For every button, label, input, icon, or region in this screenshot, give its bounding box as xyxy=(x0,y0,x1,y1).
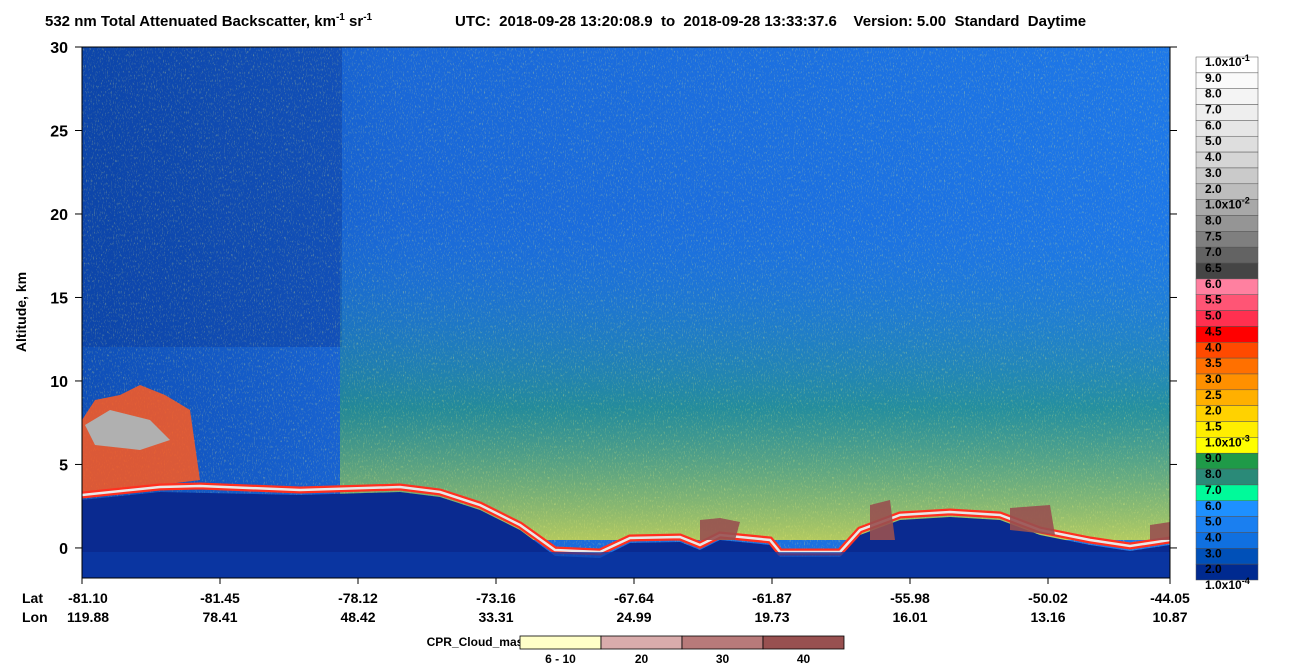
cpr-legend-label: 6 - 10 xyxy=(545,652,576,666)
title-exp: -1 xyxy=(363,12,372,23)
cpr-legend-title: CPR_Cloud_mask xyxy=(427,635,531,649)
colorbar-label: 6.0 xyxy=(1205,277,1222,291)
colorbar-label: 4.0 xyxy=(1205,340,1222,354)
x-tick-label: -67.64 xyxy=(614,590,654,606)
title-text: sr xyxy=(345,13,364,30)
colorbar-label: 9.0 xyxy=(1205,71,1222,85)
cpr-legend-swatch xyxy=(762,635,845,650)
colorbar-label: 2.0 xyxy=(1205,562,1222,576)
x-tick-label: -55.98 xyxy=(890,590,930,606)
colorbar-label: 7.5 xyxy=(1205,229,1222,243)
cpr-legend-swatch xyxy=(681,635,764,650)
y-tick-label: 5 xyxy=(59,457,68,474)
colorbar-label: 4.5 xyxy=(1205,324,1222,338)
colorbar-label: 3.5 xyxy=(1205,356,1222,370)
x-tick-label: 48.42 xyxy=(340,609,375,625)
x-tick-label: -61.87 xyxy=(752,590,792,606)
x-tick-label: 13.16 xyxy=(1030,609,1065,625)
cpr-legend-label: 20 xyxy=(635,652,649,666)
colorbar-label: 8.0 xyxy=(1205,87,1222,101)
cpr-legend-label: 40 xyxy=(797,652,811,666)
y-tick-label: 10 xyxy=(50,374,68,391)
colorbar-label-exp: -3 xyxy=(1242,433,1250,443)
colorbar-label: 3.0 xyxy=(1205,372,1222,386)
y-tick-label: 0 xyxy=(59,541,68,558)
colorbar-label: 8.0 xyxy=(1205,213,1222,227)
x-tick-label: 33.31 xyxy=(478,609,513,625)
colorbar-label: 4.0 xyxy=(1205,530,1222,544)
colorbar-label: 1.0x10-1 xyxy=(1205,53,1250,69)
colorbar-label: 5.0 xyxy=(1205,134,1222,148)
colorbar-label: 5.5 xyxy=(1205,293,1222,307)
below-ground xyxy=(82,552,1170,578)
colorbar-label-text: 1.0x10 xyxy=(1205,435,1242,449)
title-text: 532 nm Total Attenuated Backscatter, km xyxy=(45,13,336,30)
colorbar-label: 2.5 xyxy=(1205,388,1222,402)
y-tick-label: 20 xyxy=(50,207,68,224)
chart-title: 532 nm Total Attenuated Backscatter, km-… xyxy=(45,12,373,30)
colorbar-label: 1.5 xyxy=(1205,420,1222,434)
x-tick-label: -81.45 xyxy=(200,590,240,606)
x-tick-label: -81.10 xyxy=(68,590,108,606)
colorbar-label: 2.0 xyxy=(1205,404,1222,418)
colorbar-label: 6.0 xyxy=(1205,499,1222,513)
cpr-legend-label: 30 xyxy=(716,652,730,666)
colorbar-label-exp: -2 xyxy=(1242,196,1250,206)
colorbar-label: 3.0 xyxy=(1205,166,1222,180)
x-tick-label: -50.02 xyxy=(1028,590,1068,606)
x-tick-label: 24.99 xyxy=(616,609,651,625)
x-tick-label: 16.01 xyxy=(892,609,927,625)
colorbar-label-text: 1.0x10 xyxy=(1205,55,1242,69)
x-row-label: Lat xyxy=(22,590,43,606)
x-tick-label: 119.88 xyxy=(67,609,109,625)
cpr-legend-swatch xyxy=(600,635,683,650)
colorbar-label-text: 1.0x10 xyxy=(1205,198,1242,212)
colorbar-label: 7.0 xyxy=(1205,245,1222,259)
colorbar-label: 5.0 xyxy=(1205,309,1222,323)
y-axis-label: Altitude, km xyxy=(13,272,29,352)
colorbar-label: 1.0x10-2 xyxy=(1205,196,1250,212)
colorbar-swatch xyxy=(1195,563,1259,581)
chart-subtitle: UTC: 2018-09-28 13:20:08.9 to 2018-09-28… xyxy=(455,13,1086,30)
colorbar-label: 4.0 xyxy=(1205,150,1222,164)
x-tick-label: 10.87 xyxy=(1152,609,1187,625)
colorbar-label: 6.0 xyxy=(1205,118,1222,132)
colorbar-label: 6.5 xyxy=(1205,261,1222,275)
colorbar-label: 1.0x10-3 xyxy=(1205,433,1250,449)
backscatter-image xyxy=(82,47,1170,578)
cpr-legend-swatch xyxy=(519,635,602,650)
cpr-cloud xyxy=(700,500,1170,540)
colorbar-label-exp: -1 xyxy=(1242,53,1250,63)
y-tick-label: 30 xyxy=(50,40,68,57)
y-tick-label: 15 xyxy=(50,290,68,307)
colorbar-label: 9.0 xyxy=(1205,451,1222,465)
x-tick-label: -44.05 xyxy=(1150,590,1190,606)
title-exp: -1 xyxy=(336,12,345,23)
colorbar-label: 8.0 xyxy=(1205,467,1222,481)
colorbar-label: 7.0 xyxy=(1205,483,1222,497)
x-tick-label: -78.12 xyxy=(338,590,378,606)
colorbar-label: 5.0 xyxy=(1205,515,1222,529)
colorbar-label: 3.0 xyxy=(1205,546,1222,560)
colorbar-label: 7.0 xyxy=(1205,103,1222,117)
plot-frame xyxy=(81,46,1171,579)
colorbar-label-exp: -4 xyxy=(1242,576,1250,586)
x-tick-label: 19.73 xyxy=(754,609,789,625)
colorbar-label: 2.0 xyxy=(1205,182,1222,196)
surface-peak xyxy=(82,484,1170,554)
cloud-core xyxy=(85,410,170,450)
colorbar-label: 1.0x10-4 xyxy=(1205,576,1250,592)
y-tick-label: 25 xyxy=(50,123,68,140)
colorbar-label-text: 1.0x10 xyxy=(1205,578,1242,592)
x-row-label: Lon xyxy=(22,609,48,625)
x-tick-label: -73.16 xyxy=(476,590,516,606)
x-tick-label: 78.41 xyxy=(202,609,237,625)
